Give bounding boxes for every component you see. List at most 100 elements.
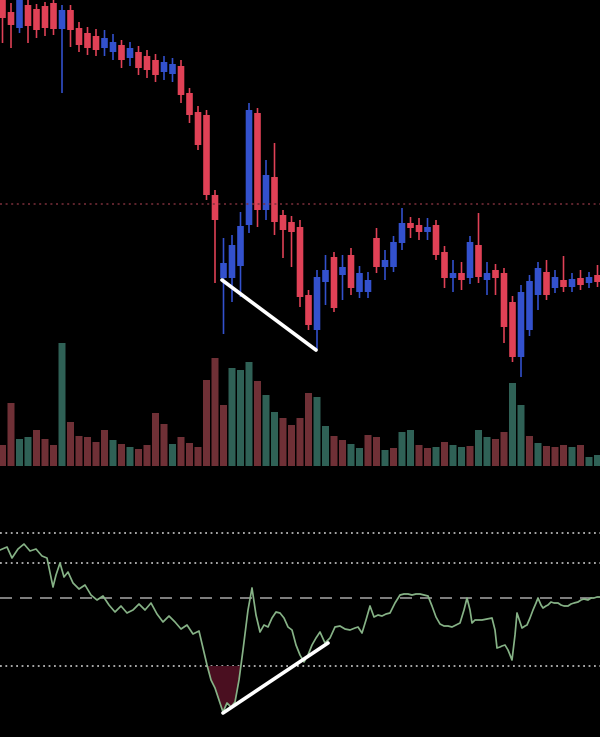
volume-bar — [398, 432, 406, 466]
candle-body — [585, 277, 593, 283]
candle-body — [517, 292, 525, 357]
candle-body — [509, 302, 516, 357]
volume-bar — [0, 445, 6, 466]
volume-bar — [449, 445, 457, 466]
oscillator-line — [0, 543, 600, 713]
volume-bar — [543, 446, 550, 466]
candle-body — [441, 252, 448, 278]
volume-bar — [126, 447, 134, 466]
candle-body — [466, 242, 474, 278]
volume-bar — [509, 383, 516, 466]
candle-body — [305, 295, 312, 325]
candle-body — [322, 270, 329, 282]
candle-body — [313, 277, 321, 330]
candle-body — [177, 66, 185, 95]
volume-bar — [245, 362, 253, 466]
candle-body — [58, 10, 66, 29]
candle-body — [347, 255, 355, 288]
candle-body — [492, 270, 499, 278]
volume-bar — [288, 425, 295, 466]
candle-body — [75, 28, 83, 45]
volume-panel — [0, 343, 600, 466]
candle-body — [475, 245, 482, 277]
candle-body — [254, 113, 261, 210]
volume-bar — [194, 447, 202, 466]
candle-body — [143, 56, 151, 70]
volume-bar — [356, 448, 363, 466]
volume-bar — [186, 443, 193, 466]
candle-body — [271, 177, 278, 222]
volume-bar — [313, 397, 321, 466]
volume-bar — [50, 445, 57, 466]
candle-body — [339, 267, 346, 275]
candle-body — [364, 280, 372, 292]
candle-body — [194, 112, 202, 145]
candle-body — [500, 273, 508, 327]
volume-bar — [271, 412, 278, 466]
volume-bar — [458, 447, 465, 466]
candle-body — [330, 257, 338, 308]
candle-body — [7, 12, 15, 25]
candle-body — [118, 45, 125, 60]
candle-body — [41, 6, 49, 28]
volume-bar — [594, 455, 600, 466]
candle-body — [560, 280, 567, 287]
candle-body — [390, 242, 397, 267]
price-panel-candles — [0, 0, 600, 377]
volume-bar — [203, 380, 210, 466]
candle-body — [16, 0, 23, 28]
candle-body — [534, 268, 542, 295]
volume-bar — [526, 436, 533, 466]
volume-bar — [7, 403, 15, 466]
volume-bar — [585, 457, 593, 466]
candle-body — [67, 10, 74, 30]
volume-bar — [492, 439, 499, 466]
candle-body — [449, 273, 457, 278]
volume-bar — [211, 358, 219, 466]
candle-body — [245, 110, 253, 225]
volume-bar — [228, 368, 236, 466]
candle-body — [33, 9, 40, 30]
volume-bar — [330, 436, 338, 466]
volume-bar — [390, 448, 397, 466]
candle-body — [126, 48, 134, 58]
candle-body — [296, 227, 304, 297]
candle-body — [262, 175, 270, 210]
candle-body — [551, 277, 559, 288]
candle-body — [288, 222, 295, 232]
candle-body — [407, 223, 414, 228]
volume-bar — [75, 436, 83, 466]
volume-bar — [322, 426, 329, 466]
volume-bar — [135, 449, 142, 466]
oscillator-trendline[interactable] — [221, 641, 330, 715]
candle-body — [152, 60, 159, 75]
volume-bar — [347, 444, 355, 466]
volume-bar — [152, 413, 159, 466]
candle-body — [483, 273, 491, 280]
candle-body — [24, 5, 32, 26]
volume-bar — [339, 440, 346, 466]
candle-body — [50, 3, 57, 29]
volume-bar — [424, 448, 431, 466]
volume-bar — [41, 439, 49, 466]
volume-bar — [177, 437, 185, 466]
candle-body — [109, 42, 117, 52]
volume-bar — [58, 343, 66, 466]
candle-body — [356, 273, 363, 292]
candle-body — [220, 263, 227, 278]
volume-bar — [101, 430, 108, 466]
volume-bar — [118, 444, 125, 466]
candle-body — [424, 227, 431, 232]
candle-body — [160, 62, 168, 72]
volume-bar — [169, 444, 176, 466]
volume-bar — [500, 432, 508, 466]
volume-bar — [577, 445, 584, 466]
price-trendline[interactable] — [220, 278, 318, 352]
volume-bar — [143, 445, 151, 466]
candle-body — [135, 52, 142, 68]
candle-body — [92, 36, 100, 50]
volume-bar — [160, 424, 168, 466]
volume-bar — [373, 437, 380, 466]
